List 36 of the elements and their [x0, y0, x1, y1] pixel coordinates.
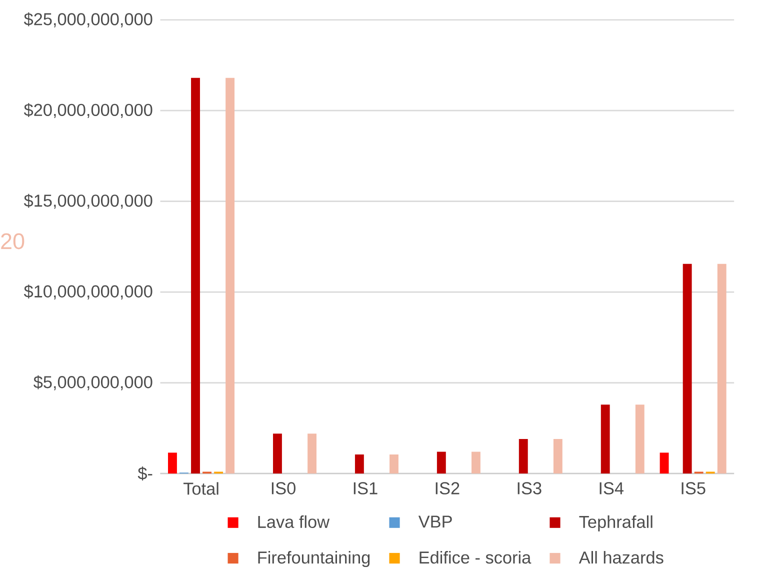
- text: 20: [1, 233, 24, 250]
- x-tick-label: IS0: [272, 482, 296, 494]
- legend-label: Firefountaining: [258, 551, 370, 568]
- bar: [390, 454, 398, 474]
- legend-label: VBP: [418, 516, 452, 528]
- y-tick-label: $10,000,000,000: [24, 284, 152, 300]
- bar: [471, 452, 480, 474]
- bar: [168, 452, 177, 474]
- bar: [717, 264, 726, 474]
- y-tick-label: $-: [138, 466, 152, 481]
- y-tick-label: $25,000,000,000: [24, 12, 152, 28]
- x-tick-label: IS5: [682, 482, 706, 494]
- x-tick-label: IS4: [600, 482, 624, 494]
- legend-label: Edifice - scoria: [420, 551, 532, 564]
- bar: [600, 404, 610, 474]
- bar: [308, 434, 316, 474]
- legend-label: All hazards: [578, 551, 664, 564]
- bar: [682, 264, 692, 474]
- x-tick-label: IS1: [354, 482, 378, 494]
- y-tick-label: $20,000,000,000: [24, 103, 152, 118]
- x-tick-label: Total: [183, 482, 218, 495]
- bar: [354, 454, 364, 474]
- bar: [191, 78, 200, 474]
- y-tick-label: $5,000,000,000: [34, 375, 152, 390]
- bar: [273, 434, 282, 474]
- x-tick-label: IS2: [436, 482, 460, 494]
- bar: [635, 404, 644, 474]
- bar: [553, 439, 562, 474]
- bar: [436, 452, 446, 474]
- y-tick-label: $15,000,000,000: [24, 194, 152, 209]
- bar: [518, 439, 528, 474]
- x-tick-label: IS3: [518, 482, 542, 494]
- bar: [226, 78, 235, 474]
- legend-label: Lava flow: [258, 516, 330, 528]
- legend-label: Tephrafall: [579, 516, 652, 532]
- bar: [660, 452, 669, 474]
